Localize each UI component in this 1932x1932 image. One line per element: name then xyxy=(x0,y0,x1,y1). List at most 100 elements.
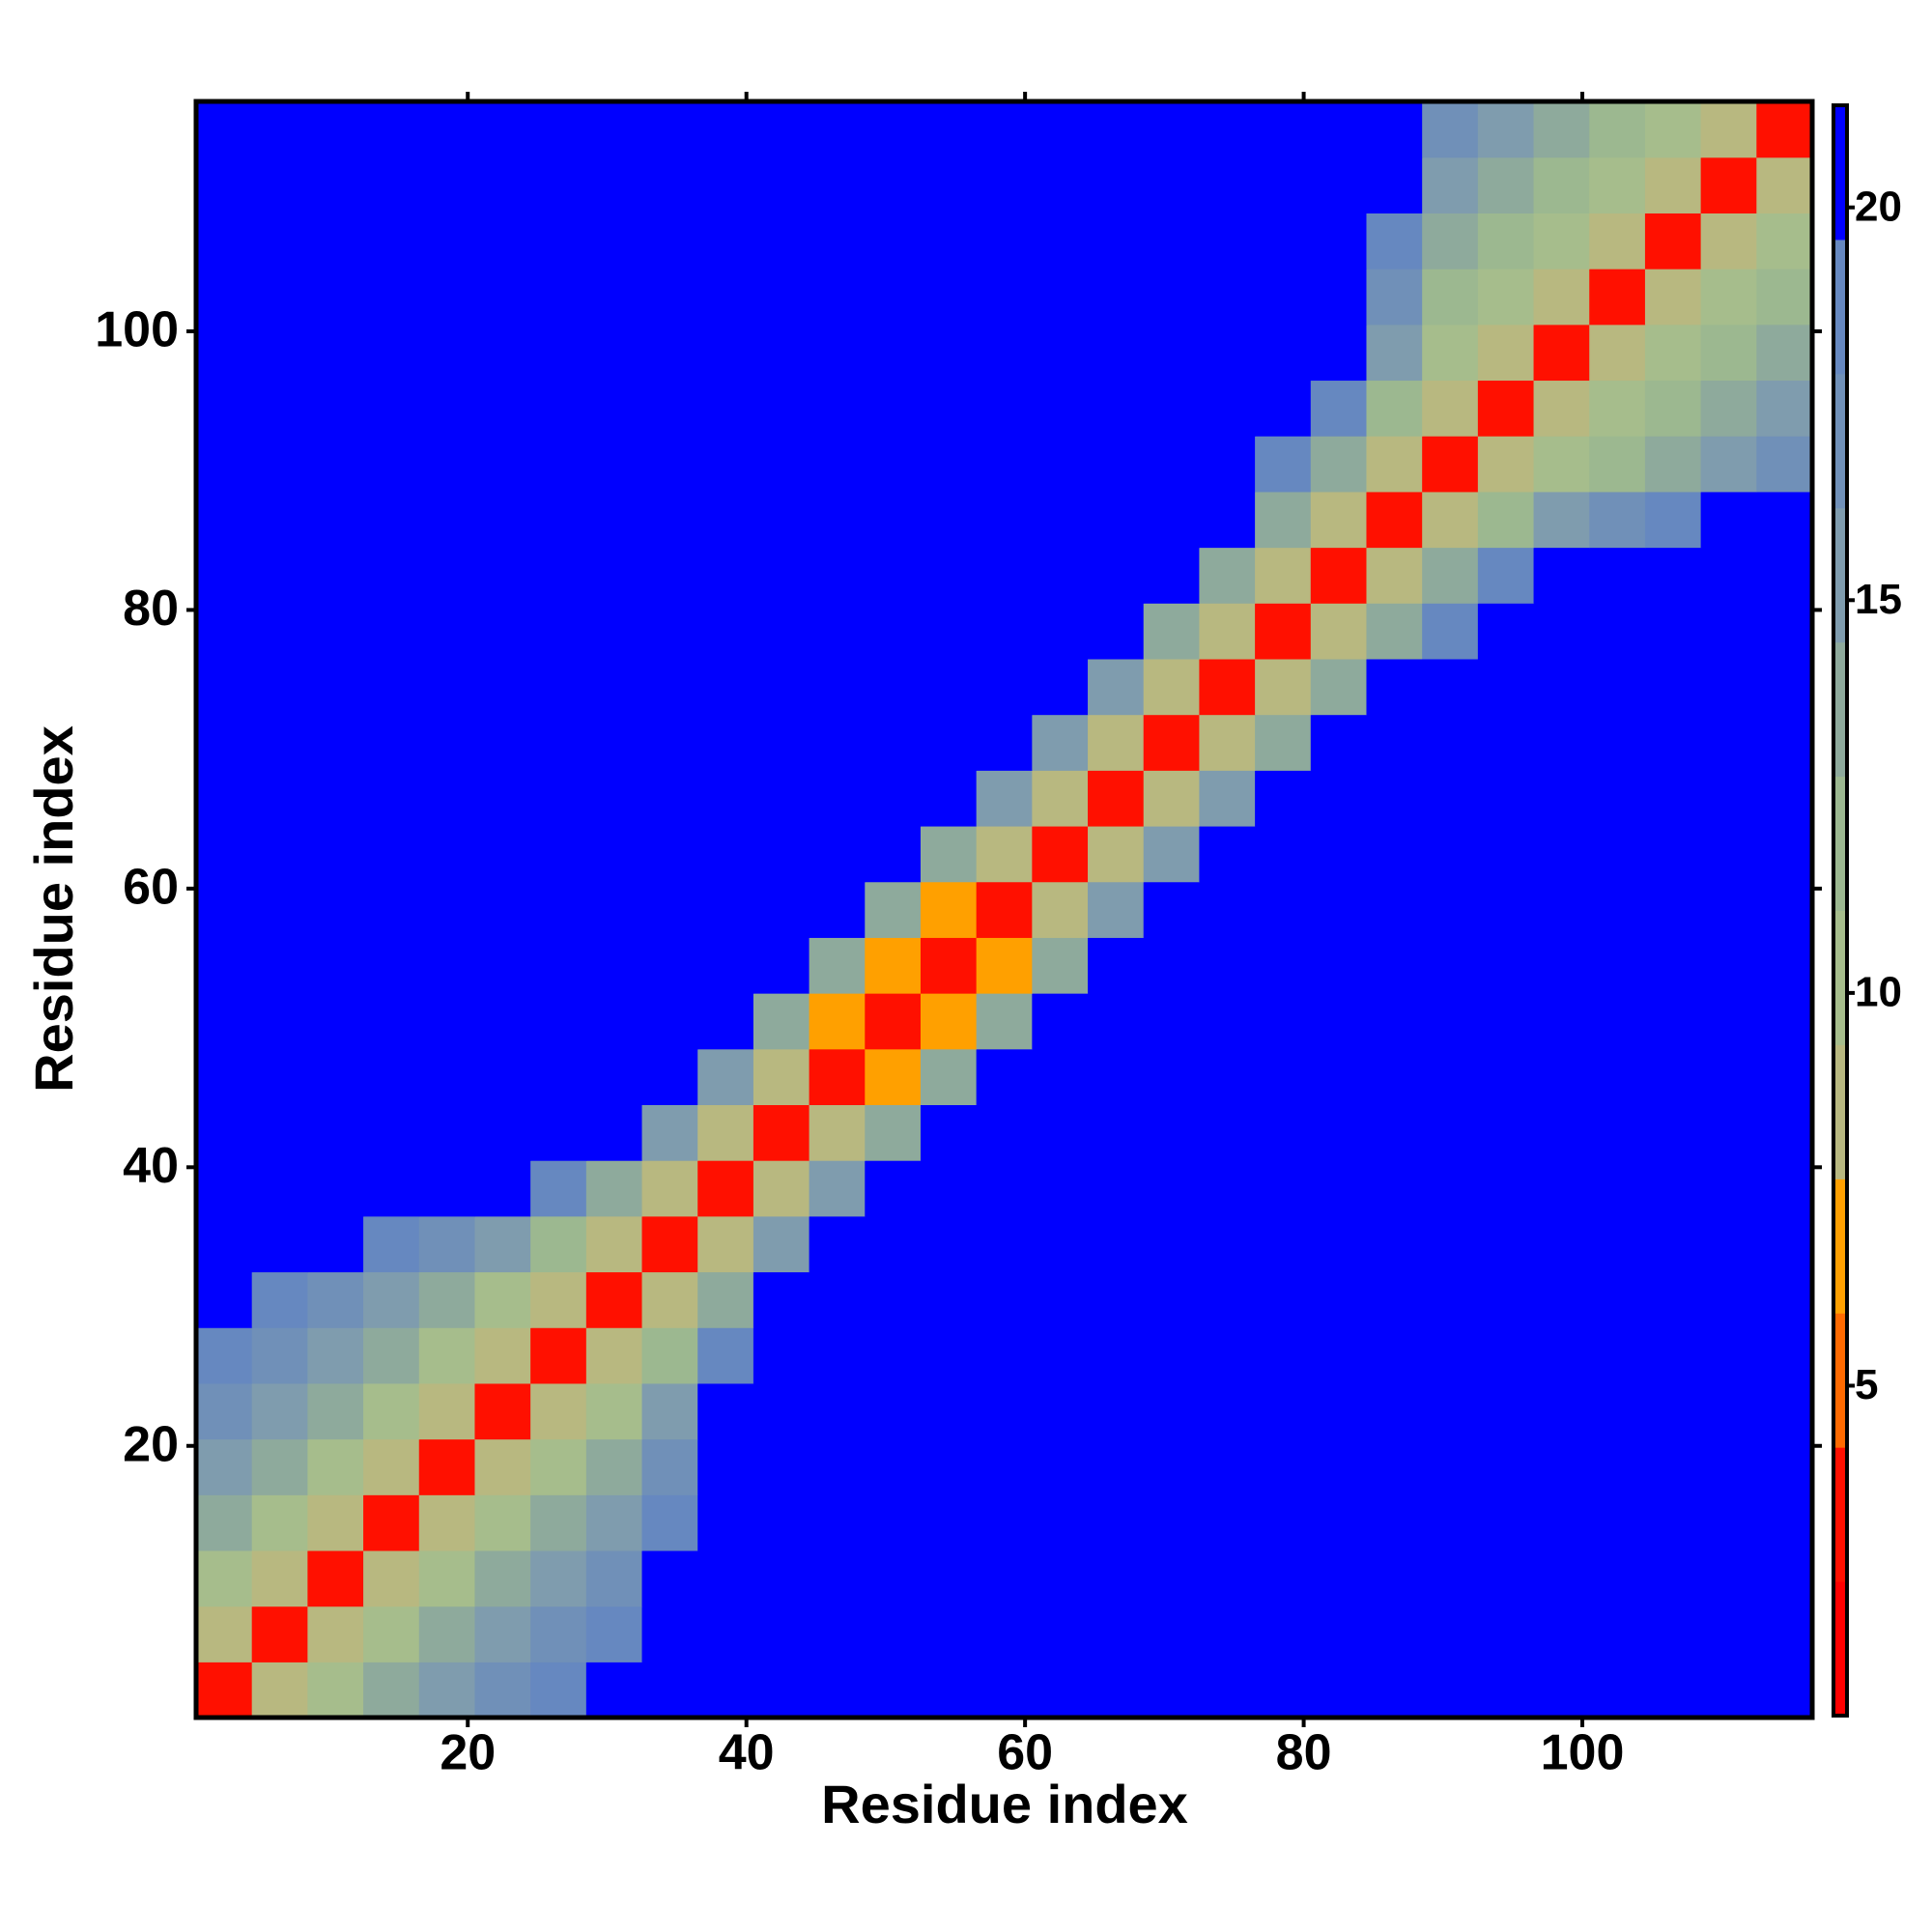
cell xyxy=(307,436,364,493)
cell xyxy=(1199,1048,1256,1106)
cell xyxy=(1533,1438,1590,1495)
cell xyxy=(1589,825,1646,883)
cell xyxy=(753,491,810,549)
cell xyxy=(697,1605,754,1662)
colorbar-swatch xyxy=(1833,239,1847,375)
cell xyxy=(251,101,308,158)
cell xyxy=(363,1438,420,1495)
cell xyxy=(530,1494,587,1551)
cell xyxy=(1644,1605,1702,1662)
cell xyxy=(1088,1327,1145,1384)
cell xyxy=(1422,603,1479,660)
cell xyxy=(585,658,643,716)
cell xyxy=(976,1104,1033,1161)
cell xyxy=(530,714,587,771)
cell xyxy=(865,603,922,660)
x-tick-label: 20 xyxy=(440,1725,496,1781)
cell xyxy=(307,380,364,437)
cell xyxy=(474,881,531,938)
cell xyxy=(530,436,587,493)
cell xyxy=(474,1215,531,1273)
cell xyxy=(418,1048,476,1106)
cell xyxy=(1366,603,1423,660)
cell xyxy=(418,1215,476,1273)
cell xyxy=(585,881,643,938)
cell xyxy=(530,1160,587,1217)
colorbar-swatch xyxy=(1833,1581,1847,1717)
cell xyxy=(474,1662,531,1719)
cell xyxy=(474,491,531,549)
cell xyxy=(251,658,308,716)
cell xyxy=(809,714,866,771)
cell xyxy=(1310,324,1368,382)
cell xyxy=(697,1048,754,1106)
cell xyxy=(1366,881,1423,938)
cell xyxy=(196,658,253,716)
cell xyxy=(1366,1104,1423,1161)
cell xyxy=(809,269,866,326)
cell xyxy=(1088,324,1145,382)
cell xyxy=(585,156,643,213)
cell xyxy=(753,269,810,326)
cell xyxy=(1644,1048,1702,1106)
cell xyxy=(1533,1605,1590,1662)
cell xyxy=(1310,491,1368,549)
cell xyxy=(976,380,1033,437)
cell xyxy=(1366,825,1423,883)
cell xyxy=(363,156,420,213)
cell xyxy=(1199,1104,1256,1161)
cell xyxy=(1366,1160,1423,1217)
cell xyxy=(865,1104,922,1161)
cell xyxy=(809,380,866,437)
cell xyxy=(251,1327,308,1384)
cell xyxy=(251,1438,308,1495)
cell xyxy=(1477,491,1535,549)
cell xyxy=(1644,714,1702,771)
cell xyxy=(1477,269,1535,326)
cell xyxy=(1477,436,1535,493)
x-tick-label: 60 xyxy=(997,1725,1053,1781)
cell xyxy=(1032,156,1089,213)
cell xyxy=(530,1662,587,1719)
cell xyxy=(641,324,698,382)
cell xyxy=(976,1662,1033,1719)
cell xyxy=(418,213,476,270)
cell xyxy=(1088,1605,1145,1662)
cell xyxy=(1255,491,1312,549)
cell xyxy=(1422,436,1479,493)
cell xyxy=(976,658,1033,716)
cell xyxy=(363,213,420,270)
cell xyxy=(1143,101,1201,158)
colorbar-tick-label: 15 xyxy=(1855,576,1902,623)
cell xyxy=(1255,1048,1312,1106)
cell xyxy=(1088,770,1145,827)
cell xyxy=(251,714,308,771)
cell xyxy=(196,547,253,604)
cell xyxy=(809,1048,866,1106)
cell xyxy=(307,1327,364,1384)
cell xyxy=(1310,1048,1368,1106)
cell xyxy=(1700,1104,1757,1161)
cell xyxy=(363,770,420,827)
cell xyxy=(1477,324,1535,382)
cell xyxy=(920,770,978,827)
cell xyxy=(474,380,531,437)
colorbar-swatch xyxy=(1833,641,1847,778)
cell xyxy=(1032,1327,1089,1384)
cell xyxy=(1533,1215,1590,1273)
x-tick-label: 100 xyxy=(1541,1725,1625,1781)
cell xyxy=(1644,825,1702,883)
cell xyxy=(1310,658,1368,716)
cell xyxy=(976,881,1033,938)
cell xyxy=(641,1215,698,1273)
cell xyxy=(1700,993,1757,1050)
cell xyxy=(865,547,922,604)
cell xyxy=(976,1271,1033,1328)
cell xyxy=(1199,1438,1256,1495)
cell xyxy=(1366,658,1423,716)
cell xyxy=(1032,269,1089,326)
cell xyxy=(1199,269,1256,326)
cell xyxy=(976,269,1033,326)
cell xyxy=(585,1104,643,1161)
cell xyxy=(1533,491,1590,549)
